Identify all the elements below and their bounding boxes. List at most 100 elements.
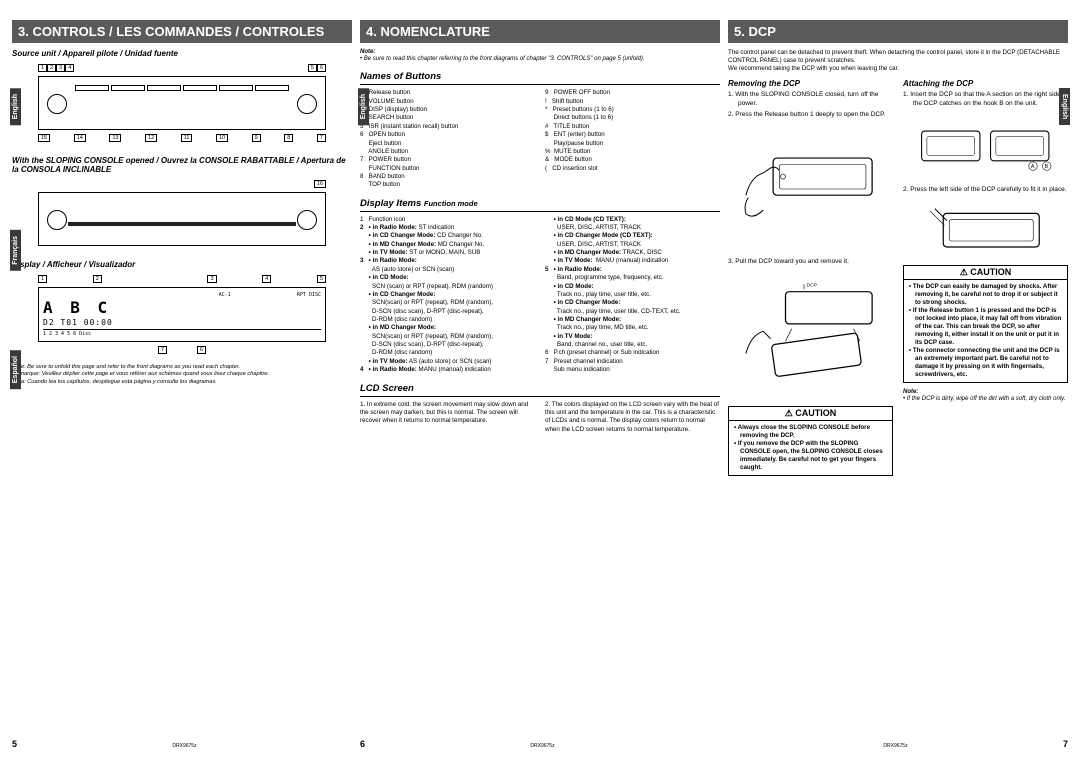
doc-code-5: DRX9675z	[172, 743, 196, 749]
lang-tab-english: English	[10, 88, 21, 125]
list-item: • in MD Changer Mode:	[545, 316, 720, 324]
removing-step-3: 3. Pull the DCP toward you and remove it…	[728, 258, 893, 266]
sloping-console-diagram	[38, 192, 326, 246]
lcd-note-2: 2. The colors displayed on the LCD scree…	[545, 401, 720, 434]
list-item: 4 • in Radio Mode: MANU (manual) indicat…	[360, 366, 535, 374]
caution-2-header: CAUTION	[904, 266, 1067, 280]
svg-text:DCP: DCP	[807, 283, 818, 289]
doc-code-6: DRX9675z	[530, 743, 554, 749]
list-item: Direct buttons (1 to 6)	[545, 114, 720, 122]
list-item: SCN(scan) or RPT (repeat), RDM (random),	[360, 299, 535, 307]
list-item: 8 BAND button	[360, 173, 535, 181]
lcd-line1: A B C	[43, 298, 321, 317]
list-item: 4 SEARCH button	[360, 114, 535, 122]
attaching-step-2: 2. Press the left side of the DCP carefu…	[903, 186, 1068, 194]
list-item: D-RDM (disc random)	[360, 316, 535, 324]
list-item: • in CD Mode:	[360, 274, 535, 282]
attaching-dcp-column: Attaching the DCP 1. Insert the DCP so t…	[903, 73, 1068, 482]
dcp-clean-note: Note: • If the DCP is dirty, wipe off th…	[903, 389, 1068, 403]
list-item: D-SCN (disc scan), D-RPT (disc-repeat),	[360, 341, 535, 349]
list-item: 2 • in Radio Mode: ST indication	[360, 224, 535, 232]
list-item: • in MD Changer Mode:	[360, 324, 535, 332]
list-item: AS (auto store) or SCN (scan)	[360, 266, 535, 274]
list-item: 7 Preset channel indication	[545, 358, 720, 366]
list-item: Eject button	[360, 140, 535, 148]
footer-p5: 5 DRX9675z	[12, 739, 352, 749]
attaching-figure-1: A B	[903, 112, 1068, 182]
lcd-screen-notes: 1. In extreme cold, the screen movement …	[360, 401, 720, 434]
lcd-screen-heading: LCD Screen	[360, 383, 720, 397]
display-items-heading: Display Items Function mode	[360, 198, 720, 212]
lcd-note-1: 1. In extreme cold, the screen movement …	[360, 401, 535, 434]
note-es: Nota: Cuando lea los capítulos, desplieg…	[12, 379, 352, 386]
list-item: 6 P.ch (preset channel) or Sub indicatio…	[545, 349, 720, 357]
doc-code-7: DRX9675z	[883, 743, 907, 749]
lcd-display-diagram: AC-1 RPT DISC A B C D2 T01 00:00 1 2 3 4…	[38, 287, 326, 342]
lcd-scale: 1 2 3 4 5 6 Disc	[43, 329, 321, 337]
list-item: 3 DISP (display) button	[360, 106, 535, 114]
list-item: • in TV Mode:	[545, 333, 720, 341]
callout-16: 16	[12, 180, 352, 188]
buttons-list: 1 Release button2 VOLUME button3 DISP (d…	[360, 89, 720, 189]
caution-item: • If the Release button 1 is pressed and…	[909, 307, 1062, 347]
list-item: USER, DISC, ARTIST, TRACK	[545, 241, 720, 249]
removing-dcp-column: Removing the DCP 1. With the SLOPING CON…	[728, 73, 893, 482]
list-item: • in CD Changer Mode:	[545, 299, 720, 307]
list-item: 1 Function icon	[360, 216, 535, 224]
dcp-intro: The control panel can be detached to pre…	[728, 49, 1068, 65]
caution-box-1: CAUTION • Always close the SLOPING CONSO…	[728, 406, 893, 476]
note-fr: Remarque: Veuillez déplier cette page et…	[12, 371, 352, 378]
list-item: * Preset buttons (1 to 6)	[545, 106, 720, 114]
list-item: Track no., play time, user title, CD-TEX…	[545, 308, 720, 316]
section-header-controls: 3. CONTROLS / LES COMMANDES / CONTROLES	[12, 20, 352, 43]
list-item: 9 POWER OFF button	[545, 89, 720, 97]
lang-tab-francais: Français	[10, 230, 21, 271]
list-item: ANGLE button	[360, 148, 535, 156]
removing-figure-1	[728, 124, 893, 254]
page-number-5: 5	[12, 739, 17, 749]
lang-tab-english-2: English	[358, 88, 369, 125]
section-header-nomenclature: 4. NOMENCLATURE	[360, 20, 720, 43]
removing-step-2: 2. Press the Release button 1 deeply to …	[728, 111, 893, 119]
source-unit-label: Source unit / Appareil pilote / Unidad f…	[12, 49, 352, 58]
source-unit-diagram	[38, 76, 326, 130]
svg-text:A: A	[1031, 164, 1035, 170]
list-item: ! Shift button	[545, 98, 720, 106]
list-item: • in TV Mode: MANU (manual) indication	[545, 257, 720, 265]
attaching-dcp-heading: Attaching the DCP	[903, 79, 1068, 88]
list-item: • in CD Mode:	[545, 283, 720, 291]
list-item: D-SCN (disc scan), D-RPT (disc-repeat),	[360, 308, 535, 316]
page-7-dcp: English 5. DCP The control panel can be …	[728, 20, 1068, 753]
list-item: SCN (scan) or RPT (repeat), RDM (random)	[360, 283, 535, 291]
list-item: • in CD Changer Mode: CD Changer No.	[360, 232, 535, 240]
removing-figure-2: DCP	[728, 270, 893, 400]
dcp-intro2: We recommend taking the DCP with you whe…	[728, 65, 1068, 73]
removing-step-1: 1. With the SLOPING CONSOLE closed, turn…	[728, 91, 893, 108]
note-en: Note: Be sure to unfold this page and re…	[12, 364, 352, 371]
svg-text:B: B	[1045, 164, 1049, 170]
list-item: Play/pause button	[545, 140, 720, 148]
list-item: 3 • in Radio Mode:	[360, 257, 535, 265]
list-item: • in MD Changer Mode: MD Changer No.	[360, 241, 535, 249]
lcd-line2: D2 T01 00:00	[43, 318, 321, 327]
unfold-note: Note: Be sure to unfold this page and re…	[12, 364, 352, 386]
list-item: FUNCTION button	[360, 165, 535, 173]
callouts-lcd-top: 12345	[12, 275, 352, 283]
list-item: D-RDM (disc random)	[360, 349, 535, 357]
list-item: • in TV Mode: AS (auto store) or SCN (sc…	[360, 358, 535, 366]
list-item: & MODE button	[545, 156, 720, 164]
section-header-dcp: 5. DCP	[728, 20, 1068, 43]
display-items-list: 1 Function icon2 • in Radio Mode: ST ind…	[360, 216, 720, 375]
lang-tab-english-3: English	[1059, 88, 1070, 125]
names-of-buttons-heading: Names of Buttons	[360, 71, 720, 85]
list-item: 7 POWER button	[360, 156, 535, 164]
list-item: TOP button	[360, 181, 535, 189]
display-label: Display / Afficheur / Visualizador	[12, 260, 352, 269]
footer-p7: DRX9675z 7	[728, 739, 1068, 749]
list-item: • in CD Changer Mode (CD TEXT):	[545, 232, 720, 240]
caution-box-2: CAUTION • The DCP can easily be damaged …	[903, 265, 1068, 384]
callouts-lcd-bottom: 76	[12, 346, 352, 354]
list-item: % MUTE button	[545, 148, 720, 156]
page-number-7: 7	[1063, 739, 1068, 749]
list-item: # TITLE button	[545, 123, 720, 131]
